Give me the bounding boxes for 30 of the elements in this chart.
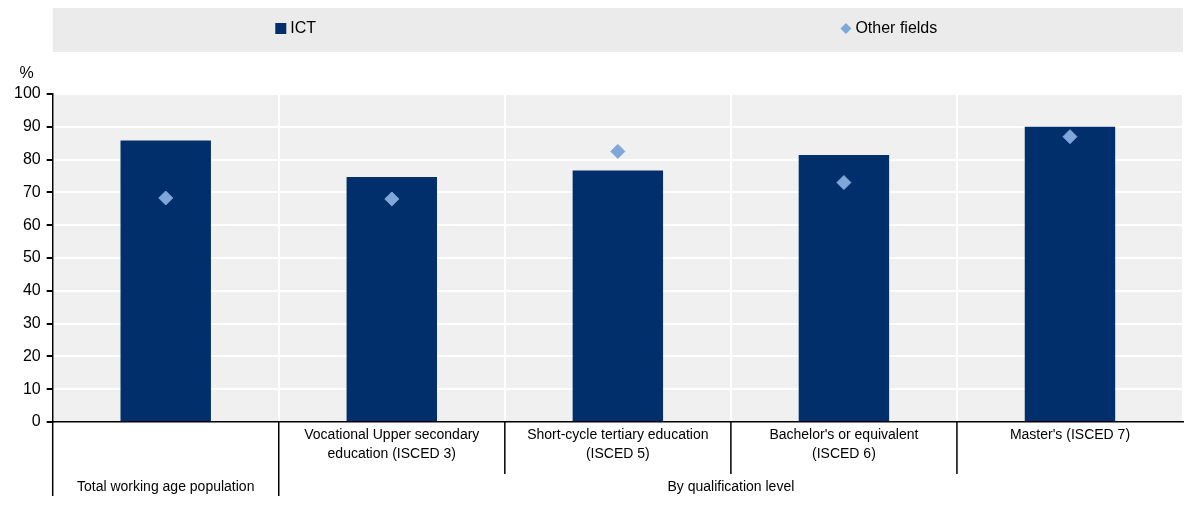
text: By qualification level	[667, 477, 795, 494]
legend-label: ICT	[290, 19, 317, 37]
bar	[572, 170, 664, 421]
point	[836, 175, 852, 191]
x-tick-label: Bachelor's or equivalent (ISCED 6)	[769, 425, 919, 461]
y-tick-label: 10	[22, 379, 41, 397]
y-tick-label: 90	[22, 117, 41, 135]
bar	[1024, 126, 1116, 421]
y-tick-label: 50	[22, 248, 41, 266]
legend-label: Other fields	[855, 19, 938, 37]
x-tick-label: Short-cycle tertiary education (ISCED 5)	[527, 425, 709, 461]
y-tick-label: 80	[22, 150, 41, 168]
y-tick-label: 40	[22, 281, 41, 299]
y-axis-title: %	[19, 64, 34, 82]
x-tick-label: Vocational Upper secondary education (ISCED 3)	[304, 425, 480, 461]
y-tick-label: 70	[22, 182, 41, 200]
bar	[798, 155, 890, 421]
text: Total working age population	[76, 477, 255, 494]
y-tick-label: 20	[22, 346, 41, 364]
point	[158, 190, 174, 206]
bar	[120, 140, 211, 421]
x-tick-label: Master's (ISCED 7)	[1009, 425, 1131, 442]
y-tick-label: 30	[22, 314, 41, 332]
point	[384, 191, 400, 207]
point	[1062, 129, 1078, 145]
y-tick-label: 60	[22, 215, 41, 233]
y-tick-label: 0	[31, 412, 41, 430]
point	[610, 143, 626, 159]
y-tick-label: 100	[13, 84, 41, 102]
bar	[346, 176, 437, 421]
